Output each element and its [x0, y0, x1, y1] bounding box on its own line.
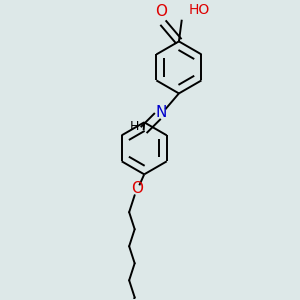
- Text: O: O: [131, 181, 143, 196]
- Text: N: N: [156, 105, 167, 120]
- Text: HO: HO: [188, 3, 209, 17]
- Text: O: O: [155, 4, 167, 19]
- Text: H: H: [130, 120, 139, 133]
